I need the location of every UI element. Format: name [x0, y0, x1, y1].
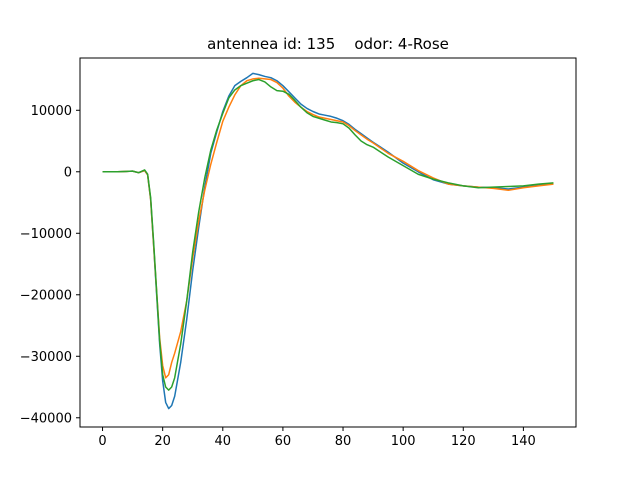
x-tick-label: 40	[215, 434, 232, 449]
plot-frame	[79, 57, 577, 428]
x-tick-label: 100	[391, 434, 416, 449]
x-tick-label: 80	[335, 434, 352, 449]
y-tick-label: −10000	[20, 227, 72, 242]
series-line-3	[102, 78, 554, 391]
axis-layer: 0 20 40 60 80 100 120 140 −40000 −30000 −20000 −100…	[20, 104, 536, 449]
x-tick-label: 0	[98, 434, 106, 449]
x-tick-label: 20	[154, 434, 171, 449]
y-tick-label: 0	[64, 165, 72, 180]
x-tick-label: 140	[511, 434, 536, 449]
x-tick-label: 60	[275, 434, 292, 449]
y-tick-label: −40000	[20, 411, 72, 426]
series-layer	[102, 72, 554, 410]
chart-title: antennea id: 135 odor: 4-Rose	[207, 35, 449, 53]
y-tick-label: −20000	[20, 288, 72, 303]
x-tick-label: 120	[451, 434, 476, 449]
y-tick-label: 10000	[31, 104, 72, 119]
y-tick-label: −30000	[20, 350, 72, 365]
